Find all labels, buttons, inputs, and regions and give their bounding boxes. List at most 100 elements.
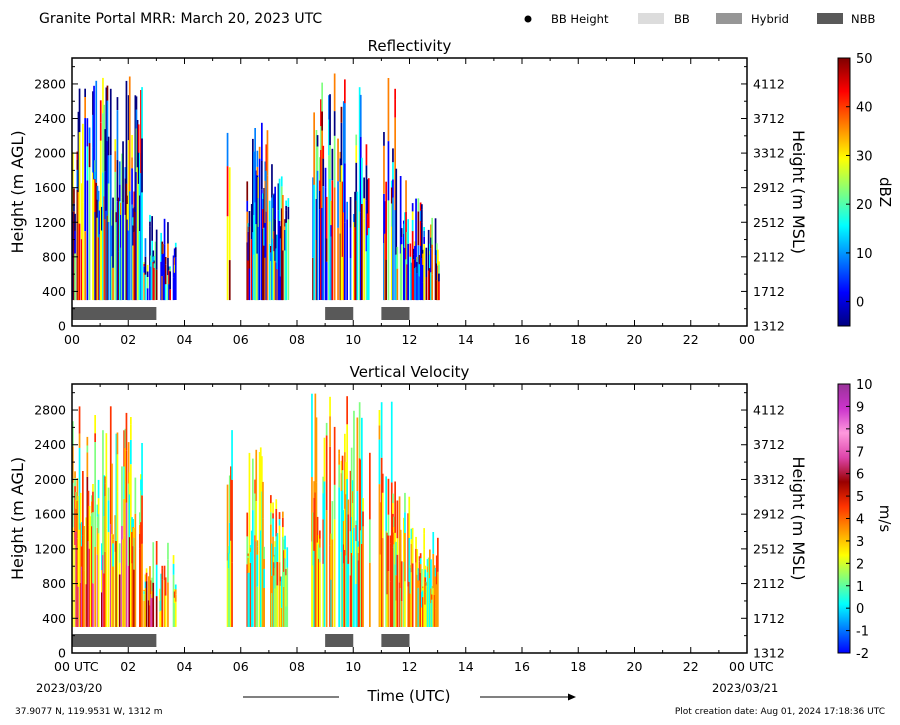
radar-gate-column bbox=[369, 562, 371, 627]
radar-gate-column bbox=[387, 535, 390, 572]
radar-gate-column bbox=[341, 181, 344, 257]
radar-gate-column bbox=[418, 264, 421, 277]
radar-gate-column bbox=[172, 555, 175, 564]
y-tick-label: 2800 bbox=[34, 403, 66, 418]
radar-gate-column bbox=[429, 578, 431, 603]
radar-gate-column bbox=[273, 556, 275, 563]
radar-gate-column bbox=[96, 199, 99, 218]
radar-gate-column bbox=[78, 529, 81, 627]
radar-gate-column bbox=[378, 410, 381, 426]
radar-gate-column bbox=[80, 183, 83, 240]
radar-gate-column bbox=[139, 534, 141, 549]
radar-gate-column bbox=[314, 393, 317, 424]
radar-gate-column bbox=[315, 482, 318, 537]
radar-gate-column bbox=[163, 587, 166, 627]
radar-gate-column bbox=[149, 605, 151, 627]
radar-gate-column bbox=[118, 201, 121, 301]
radar-gate-column bbox=[392, 179, 394, 198]
radar-gate-column bbox=[429, 603, 431, 627]
radar-gate-column bbox=[359, 94, 362, 137]
radar-gate-column bbox=[396, 500, 399, 539]
colorbar-tick-label: 40 bbox=[856, 101, 873, 116]
radar-gate-column bbox=[394, 481, 396, 533]
radar-gate-column bbox=[415, 266, 417, 301]
radar-gate-column bbox=[127, 140, 130, 231]
radar-gate-column bbox=[107, 222, 110, 300]
radar-gate-column bbox=[390, 482, 393, 627]
radar-gate-column bbox=[102, 113, 104, 173]
radar-gate-column bbox=[434, 218, 437, 255]
radar-gate-column bbox=[365, 165, 368, 201]
radar-gate-column bbox=[128, 494, 131, 538]
radar-gate-column bbox=[323, 481, 326, 627]
legend-swatch-hybrid bbox=[716, 13, 742, 24]
radar-gate-column bbox=[275, 248, 278, 263]
radar-gate-column bbox=[381, 492, 384, 538]
radar-gate-column bbox=[107, 155, 110, 184]
radar-gate-column bbox=[101, 570, 103, 593]
radar-gate-column bbox=[133, 191, 136, 207]
radar-gate-column bbox=[135, 172, 138, 301]
radar-gate-column bbox=[283, 550, 285, 572]
radar-gate-column bbox=[383, 145, 385, 194]
radar-gate-column bbox=[340, 122, 343, 166]
radar-gate-column bbox=[121, 153, 123, 198]
radar-gate-column bbox=[282, 536, 284, 627]
radar-gate-column bbox=[249, 545, 252, 548]
radar-gate-column bbox=[254, 202, 256, 301]
bright-band-bar bbox=[72, 307, 157, 320]
radar-gate-column bbox=[125, 502, 128, 627]
radar-gate-column bbox=[147, 600, 150, 627]
colorbar: -2 -1 0 1 2 3 4 5 6 7 8 9 10 m/s bbox=[837, 378, 894, 662]
radar-gate-column bbox=[140, 522, 142, 627]
radar-gate-column bbox=[270, 512, 272, 525]
y-tick-label: 400 bbox=[42, 284, 66, 299]
radar-gate-column bbox=[349, 575, 352, 627]
radar-gate-column bbox=[72, 482, 74, 528]
radar-gate-column bbox=[130, 464, 132, 627]
radar-gate-column bbox=[278, 562, 281, 627]
radar-gate-column bbox=[118, 161, 121, 185]
radar-gate-column bbox=[427, 270, 430, 300]
radar-gate-column bbox=[169, 271, 171, 290]
radar-gate-column bbox=[339, 233, 342, 301]
radar-gate-column bbox=[231, 562, 233, 627]
radar-gate-column bbox=[86, 445, 89, 453]
radar-gate-column bbox=[74, 230, 76, 254]
radar-gate-column bbox=[153, 255, 156, 261]
radar-gate-column bbox=[85, 517, 88, 585]
y-axis-label: Height (m AGL) bbox=[8, 130, 27, 253]
radar-gate-column bbox=[261, 456, 263, 492]
radar-gate-column bbox=[275, 234, 278, 249]
radar-gate-column bbox=[153, 260, 156, 264]
radar-gate-column bbox=[104, 156, 107, 172]
radar-gate-column bbox=[167, 582, 169, 627]
colorbar-tick-label: 7 bbox=[856, 445, 864, 460]
radar-gate-column bbox=[226, 216, 229, 301]
radar-gate-column bbox=[435, 584, 438, 627]
radar-gate-column bbox=[321, 207, 323, 300]
radar-gate-column bbox=[359, 459, 362, 531]
radar-gate-column bbox=[344, 550, 346, 627]
radar-gate-column bbox=[227, 568, 230, 627]
radar-gate-column bbox=[174, 601, 177, 627]
radar-gate-column bbox=[384, 201, 386, 234]
radar-gate-column bbox=[313, 481, 315, 498]
radar-gate-column bbox=[417, 568, 420, 572]
radar-gate-column bbox=[279, 238, 282, 277]
radar-gate-column bbox=[409, 567, 412, 571]
radar-gate-column bbox=[174, 594, 177, 602]
radar-gate-column bbox=[325, 238, 328, 262]
radar-gate-column bbox=[325, 422, 328, 436]
radar-gate-column bbox=[174, 242, 177, 244]
radar-gate-column bbox=[118, 543, 121, 563]
radar-gate-column bbox=[429, 250, 431, 255]
radar-gate-column bbox=[405, 180, 407, 212]
radar-gate-column bbox=[415, 536, 417, 549]
legend-label-nbb: NBB bbox=[851, 12, 875, 26]
radar-gate-column bbox=[257, 226, 260, 301]
radar-gate-column bbox=[78, 88, 81, 133]
radar-gate-column bbox=[337, 181, 339, 228]
radar-gate-column bbox=[404, 247, 406, 301]
radar-gate-column bbox=[255, 501, 258, 542]
